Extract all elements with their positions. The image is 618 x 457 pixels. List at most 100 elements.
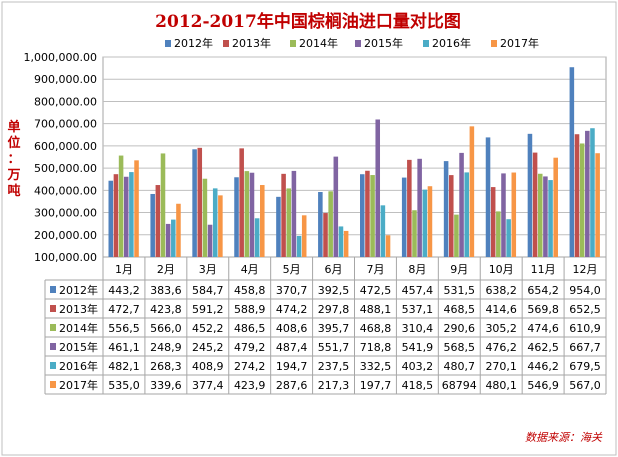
y-axis-label: 单位：万吨 — [6, 119, 20, 199]
bar — [333, 156, 339, 257]
legend-label: 2014年 — [299, 36, 338, 50]
y-axis-label-char: 吨 — [7, 183, 20, 199]
bar — [443, 161, 449, 257]
bar — [375, 119, 381, 258]
bar — [574, 134, 580, 257]
table-cell: 584,7 — [192, 284, 224, 297]
table-cell: 461,1 — [108, 341, 140, 354]
bar — [422, 189, 428, 257]
table-cell: 472,7 — [108, 303, 140, 316]
bar — [501, 173, 506, 257]
bar — [537, 173, 543, 257]
y-tick-label: 700,000.00 — [34, 118, 97, 131]
table-cell: 452,2 — [192, 322, 224, 335]
bar — [123, 176, 129, 257]
legend-swatch — [223, 40, 229, 47]
table-cell: 457,4 — [402, 284, 434, 297]
bar — [511, 172, 517, 257]
bar — [239, 148, 244, 257]
x-tick-label: 5月 — [283, 263, 301, 276]
table-cell: 472,5 — [360, 284, 392, 297]
bar — [286, 188, 292, 257]
table-cell: 68794 — [442, 379, 477, 392]
bar — [496, 211, 501, 257]
bar — [469, 126, 475, 257]
table-cell: 468,5 — [444, 303, 476, 316]
bar — [370, 175, 375, 257]
y-tick-label: 1,000,000.00 — [24, 51, 97, 64]
bar — [365, 170, 370, 257]
table-row-label: 2013年 — [59, 302, 98, 316]
table-cell: 248,9 — [150, 341, 182, 354]
table-cell: 486,5 — [234, 322, 266, 335]
y-axis-label-char: 位 — [7, 135, 20, 151]
x-tick-label: 10月 — [489, 263, 514, 276]
bar — [595, 153, 600, 257]
table-cell: 556,5 — [108, 322, 140, 335]
legend-label: 2015年 — [364, 36, 403, 50]
x-tick-label: 3月 — [199, 263, 217, 276]
bar — [412, 210, 417, 257]
table-cell: 654,2 — [527, 284, 559, 297]
bar — [485, 137, 491, 257]
table-cell: 591,2 — [192, 303, 224, 316]
table-legend-swatch — [50, 343, 56, 350]
table-row-label: 2012年 — [59, 283, 98, 297]
table-cell: 567,0 — [569, 379, 601, 392]
bar — [291, 170, 297, 257]
y-tick-label: 600,000.00 — [34, 140, 97, 153]
bar — [543, 176, 548, 257]
table-cell: 546,9 — [527, 379, 559, 392]
bar — [464, 172, 469, 257]
table-cell: 446,2 — [527, 360, 559, 373]
y-tick-label: 300,000.00 — [34, 207, 97, 220]
table-cell: 638,2 — [485, 284, 517, 297]
bar — [459, 152, 464, 257]
bar — [427, 186, 433, 257]
x-tick-label: 8月 — [408, 263, 426, 276]
bar — [113, 174, 119, 257]
bar — [585, 130, 590, 257]
y-axis-label-char: 万 — [6, 168, 20, 183]
bar — [532, 152, 538, 257]
table-legend-swatch — [50, 324, 56, 331]
table-cell: 474,2 — [276, 303, 308, 316]
chart-title: 2012-2017年中国棕榈油进口量对比图 — [155, 11, 461, 32]
legend-label: 2012年 — [174, 36, 213, 50]
bar — [276, 196, 281, 257]
bar — [323, 213, 328, 257]
table-cell: 476,2 — [485, 341, 517, 354]
table-cell: 392,5 — [318, 284, 350, 297]
y-tick-label: 800,000.00 — [34, 95, 97, 108]
legend-label: 2017年 — [500, 36, 539, 50]
table-cell: 569,8 — [527, 303, 559, 316]
bar — [171, 219, 176, 257]
legend-swatch — [355, 40, 361, 47]
bar — [407, 159, 412, 257]
bar — [527, 133, 533, 257]
table-cell: 537,1 — [402, 303, 434, 316]
bar — [454, 214, 459, 257]
source-note: 数据来源：海关 — [525, 431, 603, 444]
table-cell: 474,6 — [527, 322, 559, 335]
table-cell: 531,5 — [444, 284, 476, 297]
table-cell: 487,4 — [276, 341, 308, 354]
table-cell: 270,1 — [485, 360, 517, 373]
bar — [338, 226, 344, 257]
table-cell: 480,7 — [444, 360, 476, 373]
table-cell: 443,2 — [108, 284, 140, 297]
bar — [212, 188, 218, 257]
y-tick-label: 100,000.00 — [34, 251, 97, 264]
bar — [401, 177, 407, 257]
bar — [202, 178, 208, 257]
bar — [380, 205, 386, 257]
table-cell: 541,9 — [402, 341, 434, 354]
legend-label: 2013年 — [232, 36, 271, 50]
bar — [590, 128, 595, 257]
table-cell: 679,5 — [569, 360, 601, 373]
x-tick-label: 4月 — [241, 263, 259, 276]
table-row-label: 2017年 — [59, 378, 98, 392]
legend-swatch — [290, 40, 296, 47]
